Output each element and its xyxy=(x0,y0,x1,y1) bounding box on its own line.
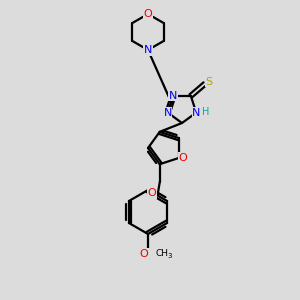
Text: N: N xyxy=(164,108,172,118)
Text: N: N xyxy=(192,108,200,118)
Text: O: O xyxy=(178,153,187,163)
Text: N: N xyxy=(144,45,152,55)
Text: O: O xyxy=(147,188,156,198)
Text: 3: 3 xyxy=(167,253,172,259)
Text: CH: CH xyxy=(156,250,169,259)
Text: O: O xyxy=(140,249,148,259)
Text: S: S xyxy=(205,77,212,87)
Text: O: O xyxy=(144,9,152,19)
Text: H: H xyxy=(202,106,209,117)
Text: N: N xyxy=(169,91,177,101)
